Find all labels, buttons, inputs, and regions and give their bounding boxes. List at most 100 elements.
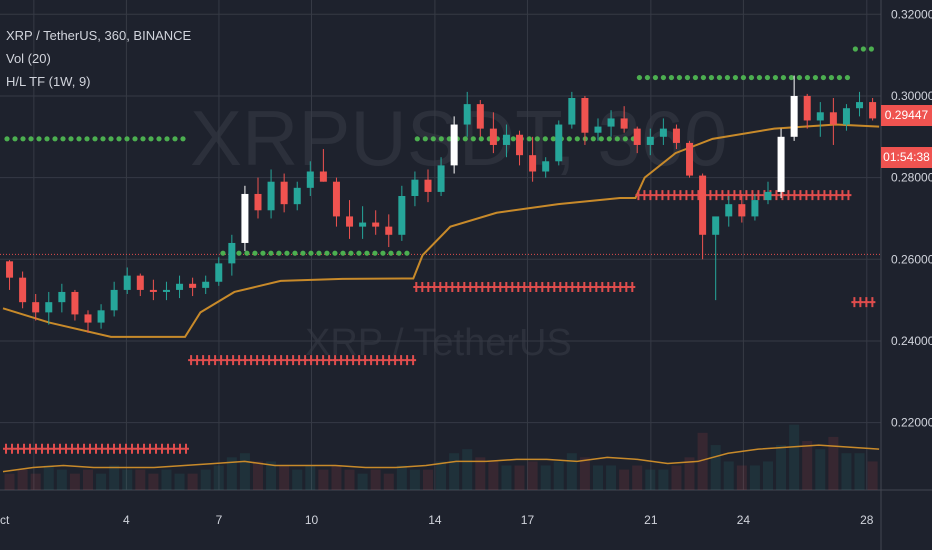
volume-bar <box>619 469 630 490</box>
weekly-low-cross <box>362 355 369 366</box>
weekly-high-dot <box>236 250 242 256</box>
candle-body <box>84 314 92 323</box>
weekly-low-cross <box>69 443 75 454</box>
candle-body <box>293 187 301 205</box>
volume-bar <box>802 441 813 490</box>
weekly-high-dot <box>438 136 444 142</box>
weekly-high-dot <box>796 74 803 81</box>
weekly-high-dot <box>12 136 18 142</box>
weekly-high-dot <box>566 136 572 142</box>
volume-bar <box>749 465 760 490</box>
weekly-low-cross <box>491 282 498 293</box>
candle-body <box>542 161 550 172</box>
weekly-low-cross <box>515 282 522 293</box>
candle-body <box>712 216 720 235</box>
watermark-name: XRP / TetherUS <box>305 322 572 364</box>
weekly-low-cross <box>206 355 213 366</box>
weekly-high-dot <box>636 74 643 81</box>
candle-body <box>790 95 798 137</box>
volume-bar <box>122 469 133 490</box>
weekly-high-dot <box>356 250 362 256</box>
weekly-low-cross <box>165 443 171 454</box>
candle-body <box>555 124 563 162</box>
weekly-low-cross <box>719 190 726 201</box>
candle-body <box>241 193 249 243</box>
volume-bar <box>514 465 525 490</box>
weekly-high-dot <box>748 74 755 81</box>
candle-body <box>516 134 524 156</box>
weekly-high-dot <box>732 74 739 81</box>
weekly-high-dot <box>446 136 452 142</box>
candle-body <box>659 128 667 137</box>
weekly-high-dot <box>252 250 258 256</box>
hl-timeframe-indicator-label[interactable]: H/L TF (1W, 9) <box>6 74 91 89</box>
volume-indicator-label[interactable]: Vol (20) <box>6 51 51 66</box>
weekly-high-dot <box>172 136 178 142</box>
weekly-low-cross <box>539 282 546 293</box>
symbol-title[interactable]: XRP / TetherUS, 360, BINANCE <box>6 28 192 43</box>
candle-body <box>71 291 79 315</box>
weekly-high-dot <box>308 250 314 256</box>
weekly-low-cross <box>302 355 309 366</box>
candle-body <box>568 98 576 125</box>
weekly-low-cross <box>803 190 810 201</box>
weekly-low-cross <box>248 355 255 366</box>
weekly-low-cross <box>63 443 69 454</box>
weekly-low-cross <box>587 282 594 293</box>
candle-body <box>594 126 602 133</box>
volume-bar <box>723 461 734 490</box>
volume-bar <box>305 465 316 490</box>
weekly-low-cross <box>218 355 225 366</box>
weekly-high-dot <box>180 136 186 142</box>
weekly-low-cross <box>635 190 642 201</box>
weekly-low-cross <box>641 190 648 201</box>
weekly-high-dot <box>116 136 122 142</box>
x-tick-label: 14 <box>428 513 442 527</box>
weekly-high-dot <box>660 74 667 81</box>
weekly-low-cross <box>410 355 417 366</box>
last-price-label: 0.29447 <box>881 105 932 126</box>
weekly-low-cross <box>200 355 207 366</box>
candle-body <box>162 289 170 292</box>
candle-body <box>738 204 746 217</box>
candle-body <box>254 193 262 211</box>
weekly-low-cross <box>755 190 762 201</box>
weekly-low-cross <box>521 282 528 293</box>
volume-bar <box>187 473 198 490</box>
weekly-high-dot <box>652 74 659 81</box>
weekly-high-dot <box>300 250 306 256</box>
weekly-low-cross <box>449 282 456 293</box>
volume-bar <box>540 465 551 490</box>
volume-bar <box>279 465 290 490</box>
weekly-high-dot <box>542 136 548 142</box>
weekly-low-cross <box>398 355 405 366</box>
weekly-low-cross <box>171 443 177 454</box>
weekly-high-dot <box>108 136 114 142</box>
volume-bar <box>645 469 656 490</box>
weekly-low-cross <box>153 443 159 454</box>
weekly-high-dot <box>676 74 683 81</box>
weekly-high-dot <box>788 74 795 81</box>
volume-bar <box>174 473 185 490</box>
candle-body <box>489 128 497 145</box>
weekly-high-dot <box>740 74 747 81</box>
weekly-low-cross <box>467 282 474 293</box>
candle-body <box>6 261 14 278</box>
weekly-low-cross <box>443 282 450 293</box>
candle-body <box>19 277 27 303</box>
weekly-low-cross <box>419 282 426 293</box>
volume-bar <box>606 465 617 490</box>
weekly-low-cross <box>533 282 540 293</box>
candle-body <box>529 155 537 172</box>
weekly-low-cross <box>111 443 117 454</box>
volume-bar <box>527 461 538 490</box>
weekly-low-cross <box>266 355 273 366</box>
volume-bar <box>357 473 368 490</box>
candle-body <box>228 242 236 264</box>
weekly-low-cross <box>141 443 147 454</box>
weekly-high-dot <box>724 74 731 81</box>
weekly-low-cross <box>659 190 666 201</box>
volume-bar <box>148 473 159 490</box>
weekly-low-cross <box>455 282 462 293</box>
